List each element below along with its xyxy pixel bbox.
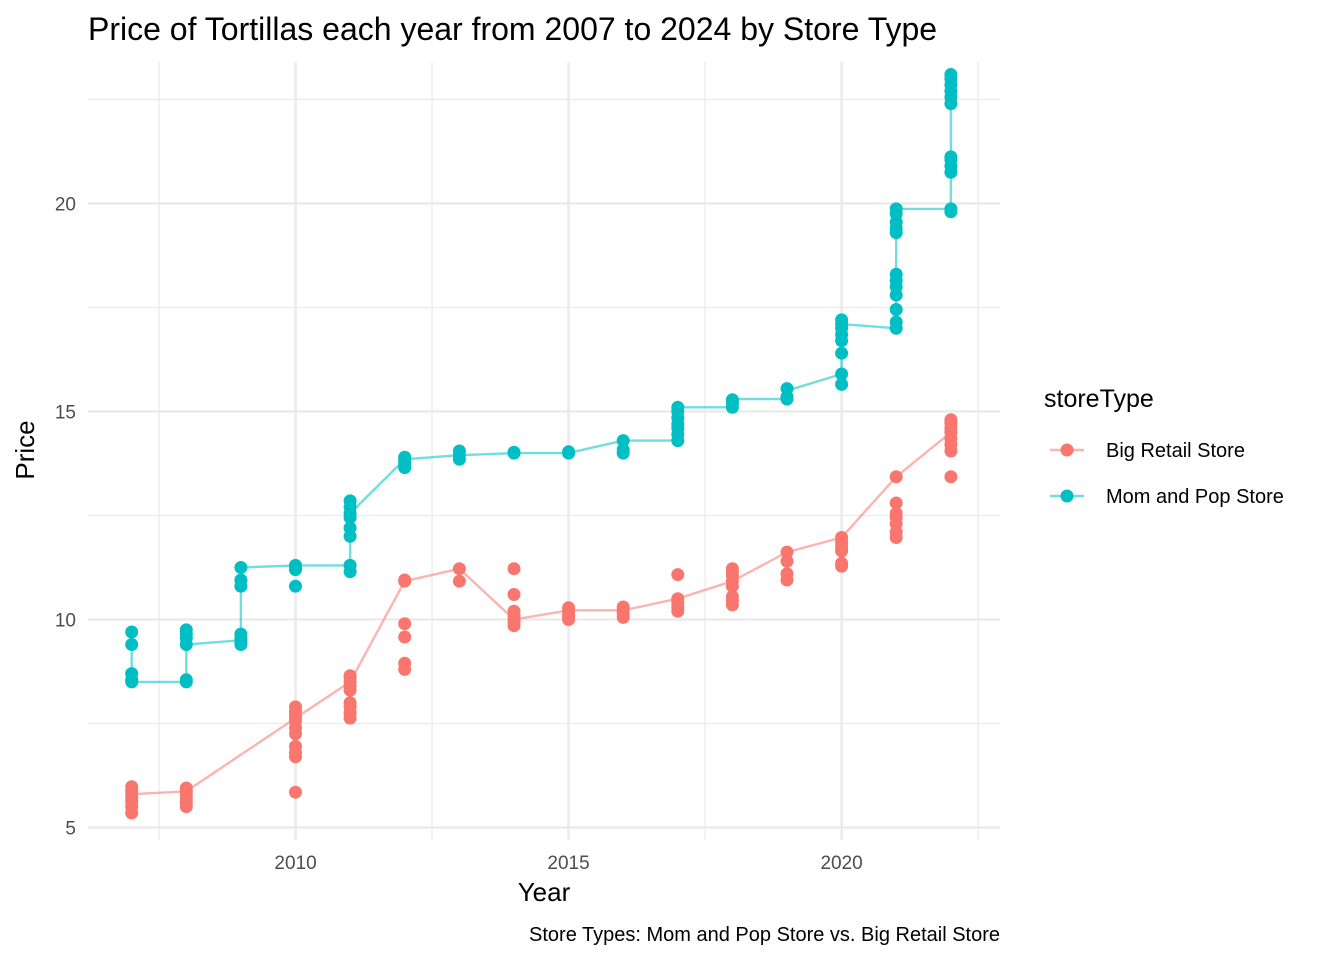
x-axis-ticks: 2010 2015 2020 [274,853,862,874]
series-point-0 [780,567,794,581]
x-tick-label: 2020 [820,853,862,874]
series-point-1 [835,367,849,381]
series-point-0 [289,785,302,799]
y-tick-label: 5 [65,819,76,840]
x-tick-label: 2010 [274,853,316,874]
series-point-1 [452,444,466,458]
series-point-1 [398,450,412,464]
series-point-0 [507,588,521,601]
series-point-0 [780,545,794,559]
y-tick-label: 15 [55,402,76,423]
series-point-1 [234,627,248,641]
series-point-0 [507,562,521,576]
y-tick-label: 10 [55,610,76,631]
series-point-0 [452,562,466,576]
series-point-1 [889,303,903,316]
series-point-1 [944,202,958,216]
series-point-1 [780,382,794,396]
y-axis-ticks: 5 10 15 20 [55,194,76,839]
series-point-0 [835,556,849,570]
series-point-0 [889,470,903,484]
series-point-1 [125,625,139,639]
series-point-1 [125,638,139,651]
series-point-1 [507,445,521,459]
chart-caption: Store Types: Mom and Pop Store vs. Big R… [529,924,1000,946]
series-point-0 [562,601,576,615]
series-point-0 [289,739,302,753]
x-axis-title: Year [518,877,571,907]
series-point-0 [289,700,302,714]
series-point-0 [889,506,903,520]
series-point-1 [616,434,630,448]
series-point-0 [398,573,412,587]
series-point-1 [889,315,903,329]
series-point-1 [343,521,357,535]
series-point-1 [289,579,302,593]
series-point-0 [944,470,958,484]
series-point-1 [944,68,958,81]
y-tick-label: 20 [55,194,76,215]
series-lines [130,74,953,796]
series-point-0 [944,413,958,427]
series-point-1 [835,346,849,360]
series-point-1 [234,573,248,587]
legend-label: Big Retail Store [1106,440,1245,462]
series-point-1 [616,443,630,457]
grid-lines [88,62,1000,840]
series-point-0 [452,574,466,588]
series-point-0 [780,554,794,568]
series-point-0 [616,600,630,614]
x-tick-label: 2015 [547,853,589,874]
series-point-0 [179,781,193,795]
series-point-1 [179,673,193,687]
series-point-1 [125,667,139,681]
legend-key-point [1060,489,1074,503]
legend: storeType Big Retail Store Mom and Pop St… [1044,385,1284,508]
series-point-0 [343,669,357,683]
series-point-1 [289,558,302,572]
series-point-1 [343,558,357,572]
legend-label: Mom and Pop Store [1106,486,1284,508]
series-line-0 [131,431,952,796]
series-point-0 [507,604,521,618]
chart-title: Price of Tortillas each year from 2007 t… [88,11,937,47]
series-point-1 [835,377,849,391]
series-point-0 [725,590,739,604]
series-point-1 [725,393,739,407]
series-point-1 [343,494,357,508]
legend-title: storeType [1044,385,1154,413]
series-point-1 [889,267,903,281]
legend-key-point [1060,443,1074,457]
series-point-1 [835,313,849,327]
series-point-0 [398,656,412,670]
series-point-0 [343,696,357,710]
series-point-0 [671,592,685,606]
series-line-1 [130,74,953,684]
series-point-0 [835,531,849,544]
series-point-1 [234,561,248,574]
series-point-1 [889,202,903,216]
series-point-0 [125,780,139,794]
series-point-0 [398,630,412,644]
series-point-0 [889,496,903,510]
series-point-0 [398,617,412,631]
y-axis-title: Price [10,420,40,479]
series-point-1 [562,445,576,459]
series-point-0 [725,562,739,576]
series-point-1 [671,400,685,414]
series-point-1 [944,150,958,164]
series-points [125,68,958,820]
series-point-1 [179,623,193,637]
series-point-0 [671,568,685,582]
